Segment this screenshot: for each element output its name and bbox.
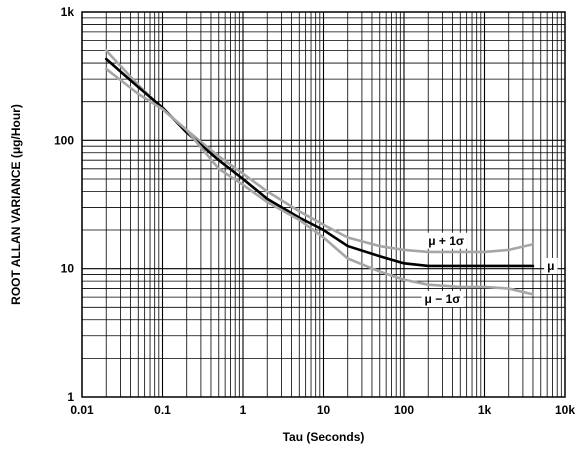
- x-tick-label: 10: [317, 403, 331, 417]
- series-label-background: [421, 291, 464, 308]
- series-label: μ: [547, 259, 554, 273]
- y-axis-title: ROOT ALLAN VARIANCE (μg/Hour): [9, 104, 23, 305]
- series-labels: μ + 1σ μ μ − 1σ: [421, 232, 558, 308]
- y-tick-label: 1k: [61, 5, 75, 19]
- series-label-background: [544, 257, 558, 274]
- series-label-background: [425, 232, 468, 249]
- x-tick-label: 0.1: [154, 403, 171, 417]
- series-line: [104, 67, 535, 296]
- series-label: μ + 1σ: [428, 234, 464, 248]
- x-axis-title: Tau (Seconds): [283, 430, 365, 444]
- y-tick-label: 1: [67, 390, 74, 404]
- x-tick-label: 1: [240, 403, 247, 417]
- y-tick-label: 100: [54, 133, 74, 147]
- series-label: μ − 1σ: [425, 292, 461, 306]
- tick-labels: 0.01 0.1 1 10 100 1k 10k 1 10 100 1k: [54, 5, 575, 417]
- plot-frame: [81, 11, 566, 398]
- x-tick-label: 10k: [555, 403, 575, 417]
- y-tick-label: 10: [61, 262, 75, 276]
- series-group: [104, 49, 535, 296]
- x-tick-label: 0.01: [70, 403, 94, 417]
- x-tick-label: 100: [394, 403, 414, 417]
- x-tick-label: 1k: [478, 403, 492, 417]
- grid: [81, 12, 565, 398]
